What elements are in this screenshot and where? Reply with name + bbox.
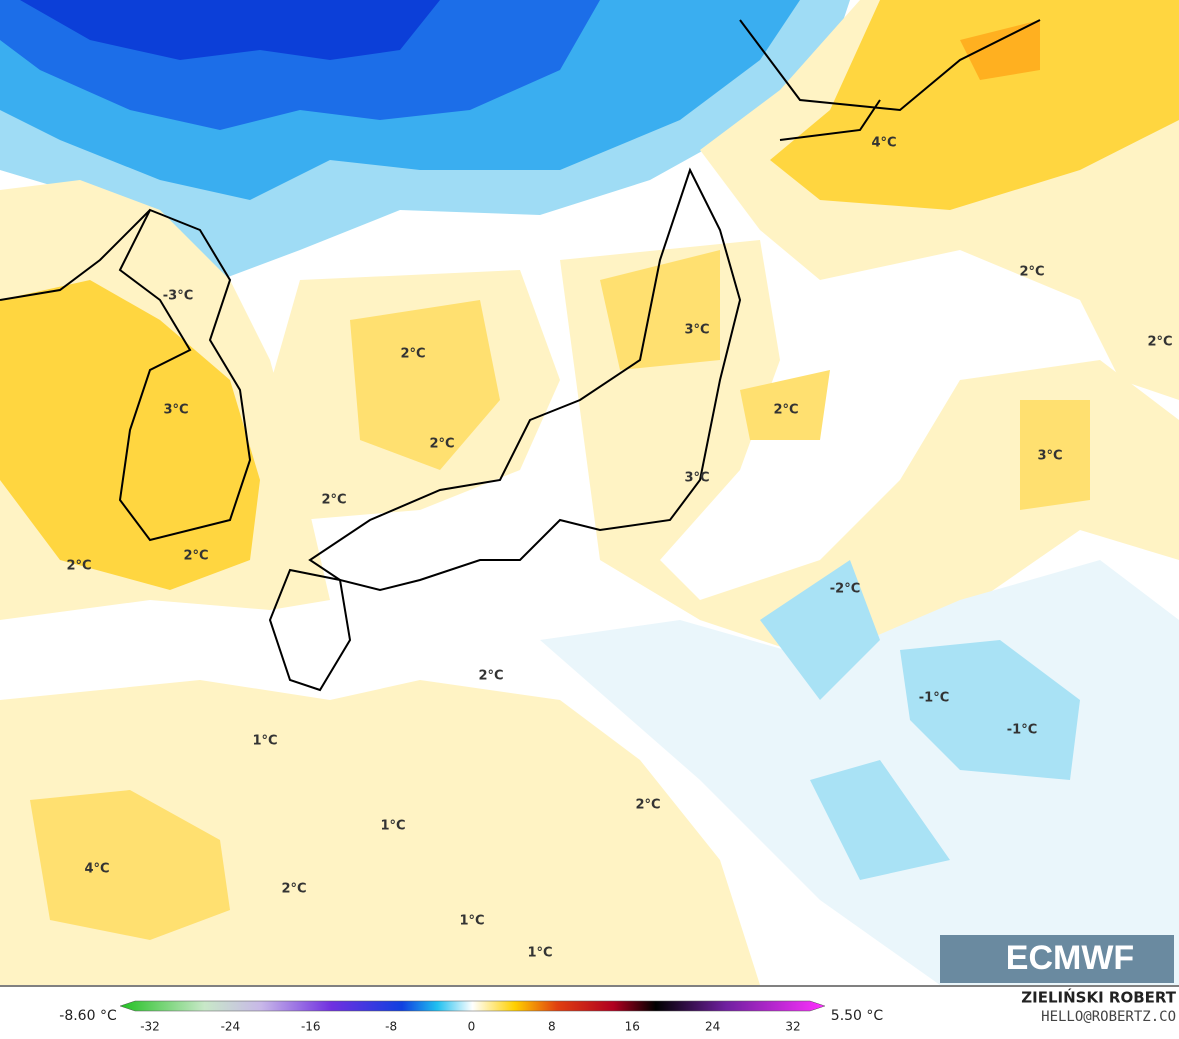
temperature-label: 2°C [321,493,346,508]
temperature-field [0,0,1179,985]
logo-background [940,935,1174,983]
temperature-label: 2°C [281,882,306,897]
logo-text: ECMWF [1006,939,1134,977]
temperature-label: 3°C [163,403,188,418]
colorbar-tick-label: -32 [140,1020,160,1034]
temperature-label: 3°C [684,471,709,486]
colorbar-min: -8.60 °C [59,1008,117,1024]
temperature-label: 2°C [1019,265,1044,280]
colorbar-scale [119,1000,826,1012]
temperature-label: 2°C [400,347,425,362]
colorbar-tick-label: 16 [625,1020,640,1034]
colorbar: -8.60 °C 5.50 °C -32 -24 -16 -8 0 8 16 24 32 [59,1000,884,1034]
colorbar-max: 5.50 °C [831,1008,884,1024]
temperature-label: -1°C [919,691,949,706]
temperature-label: 4°C [871,136,896,151]
temperature-label: 2°C [635,798,660,813]
temperature-label: 1°C [527,946,552,961]
colorbar-tick-label: -8 [385,1020,397,1034]
colorbar-tick-label: 8 [548,1020,556,1034]
colorbar-tick-label: 0 [468,1020,476,1034]
temperature-label: 1°C [459,914,484,929]
temperature-label: 1°C [252,734,277,749]
temperature-label: 2°C [429,437,454,452]
temperature-label: 2°C [1147,335,1172,350]
colorbar-ticks: -32 -24 -16 -8 0 8 16 24 32 [140,1020,800,1034]
temperature-label: -3°C [163,289,193,304]
temperature-label: 1°C [380,819,405,834]
temperature-label: 2°C [773,403,798,418]
temperature-label: 3°C [684,323,709,338]
temperature-label: 4°C [84,862,109,877]
contact: HELLO@ROBERTZ.CO [1041,1009,1176,1025]
colorbar-tick-label: -16 [301,1020,321,1034]
map-labels: -3°C 3°C 2°C 3°C 2°C 2°C 3°C 2°C 2°C 2°C 2°C 2°C 3°C… [66,136,1172,961]
logo: ECMWF [940,935,1174,983]
temperature-label: -2°C [830,582,860,597]
colorbar-tick-label: -24 [221,1020,241,1034]
temperature-label: -1°C [1007,723,1037,738]
temperature-label: 2°C [478,669,503,684]
colorbar-tick-label: 24 [705,1020,720,1034]
temperature-label: 3°C [1037,449,1062,464]
author: ZIELIŃSKI ROBERT [1021,988,1176,1007]
temperature-label: 2°C [66,559,91,574]
temperature-label: 2°C [183,549,208,564]
coastlines [0,19,1041,692]
colorbar-tick-label: 32 [785,1020,800,1034]
